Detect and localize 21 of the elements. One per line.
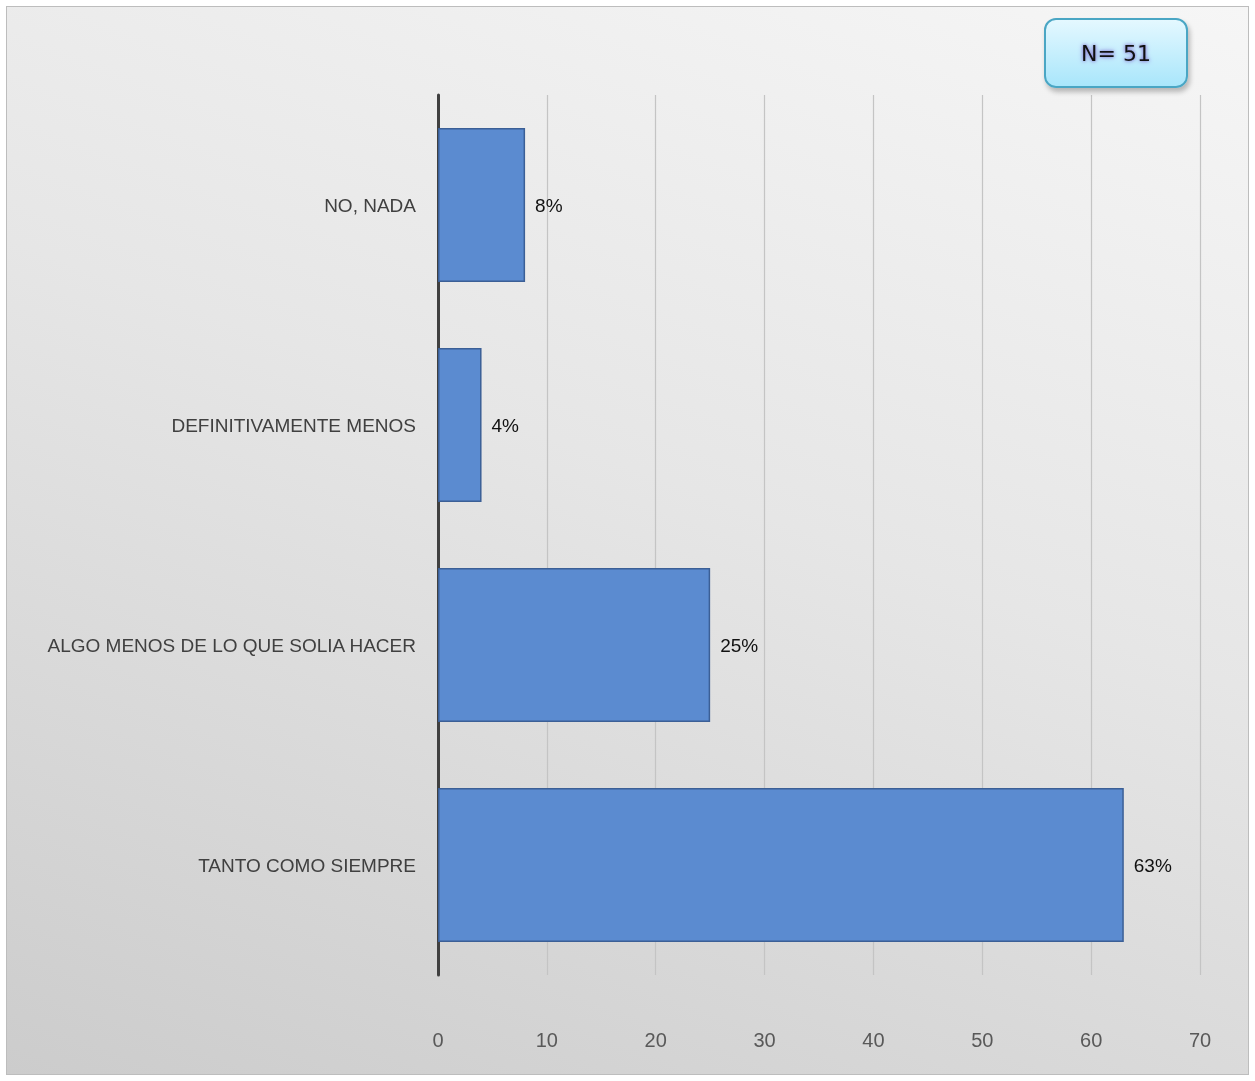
x-tick-label: 70 <box>1188 1029 1212 1051</box>
y-tick-label: DEFINITIVAMENTE MENOS <box>171 414 416 436</box>
bar <box>438 348 482 502</box>
y-tick-label: TANTO COMO SIEMPRE <box>198 854 416 876</box>
data-label: 4% <box>491 414 520 436</box>
x-tick-label: 20 <box>644 1029 667 1051</box>
data-label: 25% <box>720 634 759 656</box>
y-tick-label: ALGO MENOS DE LO QUE SOLIA HACER <box>47 634 416 656</box>
x-tick-label: 0 <box>432 1029 444 1051</box>
x-tick-label: 40 <box>862 1029 885 1051</box>
data-label: 63% <box>1133 854 1172 876</box>
bar <box>438 568 711 722</box>
x-tick-label: 30 <box>753 1029 776 1051</box>
x-tick-label: 50 <box>971 1029 994 1051</box>
x-tick-label: 60 <box>1080 1029 1103 1051</box>
bar <box>438 788 1124 942</box>
x-tick-label: 10 <box>535 1029 558 1051</box>
bar <box>438 128 526 282</box>
y-tick-label: NO, NADA <box>324 194 417 216</box>
data-label: 8% <box>535 194 563 216</box>
note-box: N= 51 <box>1044 18 1188 88</box>
